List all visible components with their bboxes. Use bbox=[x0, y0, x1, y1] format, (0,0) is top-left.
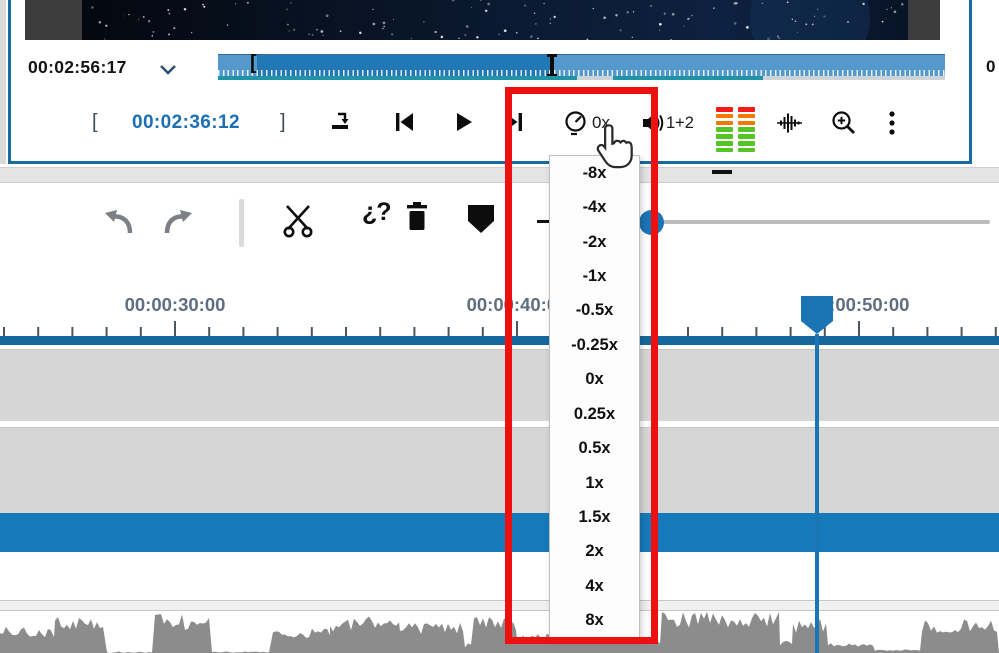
speed-menu-item[interactable]: -8x bbox=[582, 163, 607, 182]
speed-menu-item[interactable]: -2x bbox=[582, 232, 607, 251]
meter-row bbox=[716, 147, 756, 153]
zone-in-timecode[interactable]: 00:02:36:12 bbox=[132, 112, 240, 133]
monitor-panel-border-right bbox=[969, 0, 972, 164]
video-preview bbox=[82, 0, 908, 78]
speed-menu-item[interactable]: 0.5x bbox=[578, 439, 611, 458]
timeline-zoom-slider-track[interactable] bbox=[558, 220, 990, 224]
current-timecode[interactable]: 00:02:56:17 bbox=[28, 57, 127, 77]
zone-in-marker[interactable]: [ bbox=[250, 52, 257, 74]
speed-menu-item[interactable]: -0.25x bbox=[571, 335, 618, 354]
timeline-zoom-out-button[interactable] bbox=[537, 220, 557, 223]
ruler-timecode-label: 00:00:30:00 bbox=[124, 294, 226, 315]
video-letterbox-right bbox=[908, 0, 940, 40]
meter-row bbox=[716, 120, 756, 126]
panel-divider-band bbox=[0, 167, 999, 183]
play-from-zone-icon[interactable] bbox=[331, 110, 355, 134]
preview-unrendered-strip bbox=[577, 76, 613, 80]
undo-icon[interactable] bbox=[103, 206, 135, 236]
left-gutter bbox=[0, 0, 6, 164]
speed-menu-item[interactable]: 0x bbox=[585, 370, 604, 389]
preview-unrendered-strip bbox=[763, 76, 945, 80]
meter-row bbox=[716, 127, 756, 132]
meter-row bbox=[716, 107, 756, 112]
divider-drag-handle[interactable] bbox=[712, 170, 732, 174]
waveform-icon[interactable] bbox=[777, 112, 802, 134]
ruler-timecode-label: 00:00:50:00 bbox=[808, 294, 910, 315]
speed-dropdown-menu: -8x -4x -2x -1x -0.5x -0.25x 0x 0.25x 0.5x 1x 1.5x… bbox=[549, 155, 640, 639]
playhead-head[interactable] bbox=[801, 296, 833, 334]
zoom-in-icon[interactable] bbox=[831, 110, 857, 136]
seek-ruler-ticks bbox=[218, 70, 945, 76]
speed-menu-item[interactable]: 8x bbox=[585, 611, 604, 630]
speed-menu-item[interactable]: 1.5x bbox=[578, 507, 611, 526]
play-icon[interactable] bbox=[453, 111, 475, 133]
timeline-track-video-1[interactable] bbox=[0, 349, 999, 421]
highlight-rectangle bbox=[505, 87, 658, 644]
starfield bbox=[91, 0, 904, 78]
trash-icon[interactable] bbox=[405, 202, 429, 230]
seek-playhead-marker[interactable] bbox=[546, 54, 558, 77]
monitor-seek-bar[interactable]: [ bbox=[218, 52, 945, 77]
audio-channels-label[interactable]: 1+2 bbox=[666, 114, 694, 132]
ruler-timecode-label: 00:00:40:00 bbox=[466, 294, 568, 315]
skip-start-icon[interactable] bbox=[394, 111, 416, 133]
duration-timecode-clipped: 0 bbox=[986, 57, 996, 76]
monitor-panel-border-left bbox=[8, 0, 11, 164]
monitor-panel-border-bottom bbox=[8, 161, 972, 164]
chevron-down-icon[interactable] bbox=[159, 64, 177, 76]
preview-rendered-strip bbox=[613, 76, 763, 80]
redo-icon[interactable] bbox=[162, 206, 194, 236]
meter-row bbox=[716, 140, 756, 146]
speed-menu-item[interactable]: 4x bbox=[585, 576, 604, 595]
video-letterbox-left bbox=[25, 0, 82, 40]
speedometer-icon[interactable] bbox=[563, 109, 590, 137]
playhead-line bbox=[815, 334, 819, 653]
speed-menu-item[interactable]: 0.25x bbox=[573, 404, 616, 423]
scissors-icon[interactable] bbox=[281, 203, 317, 239]
timeline-ruler-ticks bbox=[3, 321, 997, 336]
toolbar-separator bbox=[239, 199, 244, 247]
kebab-menu-icon[interactable] bbox=[886, 110, 898, 138]
unknown-tool-icon[interactable]: ¿? bbox=[362, 198, 392, 226]
meter-row bbox=[716, 113, 756, 119]
timeline-track-selected-clip[interactable] bbox=[0, 513, 999, 552]
speed-menu-item[interactable]: -1x bbox=[582, 266, 607, 285]
track-separator-strip bbox=[0, 600, 999, 611]
zone-close-bracket: ] bbox=[280, 111, 286, 133]
zone-open-bracket: [ bbox=[92, 111, 98, 133]
speed-menu-item[interactable]: 1x bbox=[585, 473, 604, 492]
preview-rendered-strip bbox=[218, 76, 577, 80]
meter-row bbox=[716, 134, 756, 139]
marker-icon[interactable] bbox=[467, 204, 495, 234]
speed-menu-item[interactable]: -0.5x bbox=[575, 301, 614, 320]
speed-menu-item[interactable]: -4x bbox=[582, 198, 607, 217]
hand-cursor bbox=[596, 124, 633, 169]
audio-meter bbox=[716, 107, 756, 154]
audio-waveform-track[interactable] bbox=[0, 609, 999, 653]
timeline-track-video-2[interactable] bbox=[0, 427, 999, 514]
timeline-ruler-base[interactable] bbox=[0, 336, 999, 345]
speed-menu-item[interactable]: 2x bbox=[585, 542, 604, 561]
